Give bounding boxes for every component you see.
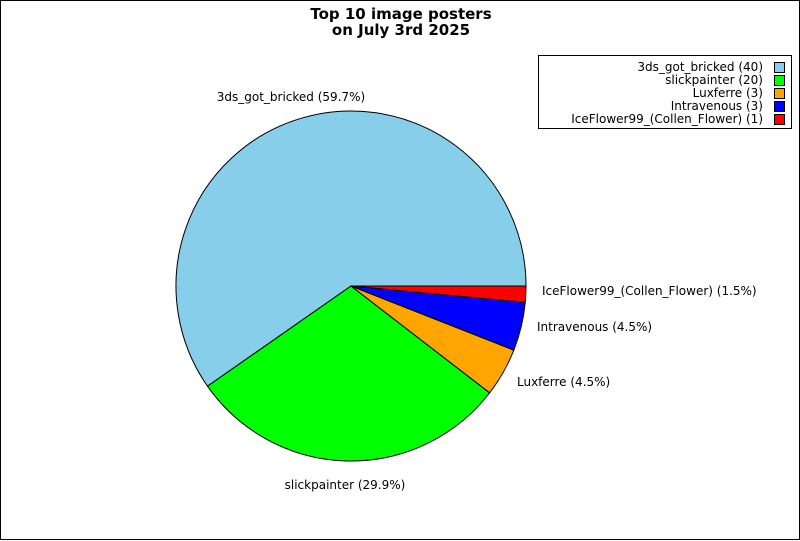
chart-title-line-1: Top 10 image posters <box>310 5 492 23</box>
chart-title: Top 10 image posters on July 3rd 2025 <box>1 6 800 38</box>
legend-swatch <box>774 75 785 86</box>
legend-label: Luxferre (3) <box>692 86 763 100</box>
legend-label: slickpainter (20) <box>665 73 763 87</box>
legend-entry-slickpainter: slickpainter (20) <box>545 74 785 87</box>
legend-entry-3ds-got-bricked: 3ds_got_bricked (40) <box>545 61 785 74</box>
chart-title-line-2: on July 3rd 2025 <box>331 21 471 39</box>
pie-label-3ds-got-bricked: 3ds_got_bricked (59.7%) <box>217 90 365 104</box>
legend-label: IceFlower99_(Collen_Flower) (1) <box>571 112 763 126</box>
legend-label: 3ds_got_bricked (40) <box>637 60 763 74</box>
legend-entry-iceflower99-collen-flower: IceFlower99_(Collen_Flower) (1) <box>545 113 785 126</box>
pie-slice-iceflower99-collen-flower <box>350 285 527 303</box>
pie-slice-slickpainter <box>206 285 491 462</box>
pie-label-luxferre: Luxferre (4.5%) <box>517 375 610 389</box>
pie-slice-labels: 3ds_got_bricked (59.7%) slickpainter (29.… <box>217 90 757 492</box>
pie-label-iceflower99-collen-flower: IceFlower99_(Collen_Flower) (1.5%) <box>542 284 757 298</box>
pie-slices <box>175 110 527 462</box>
chart-legend: 3ds_got_bricked (40) slickpainter (20) Lux… <box>538 55 792 129</box>
legend-swatch <box>774 114 785 125</box>
legend-label: Intravenous (3) <box>670 99 763 113</box>
legend-swatch <box>774 62 785 73</box>
legend-swatch <box>774 101 785 112</box>
pie-label-intravenous: Intravenous (4.5%) <box>537 320 652 334</box>
legend-entry-luxferre: Luxferre (3) <box>545 87 785 100</box>
legend-entry-intravenous: Intravenous (3) <box>545 100 785 113</box>
pie-label-slickpainter: slickpainter (29.9%) <box>285 478 406 492</box>
legend-swatch <box>774 88 785 99</box>
pie-slice-3ds-got-bricked <box>175 110 527 387</box>
